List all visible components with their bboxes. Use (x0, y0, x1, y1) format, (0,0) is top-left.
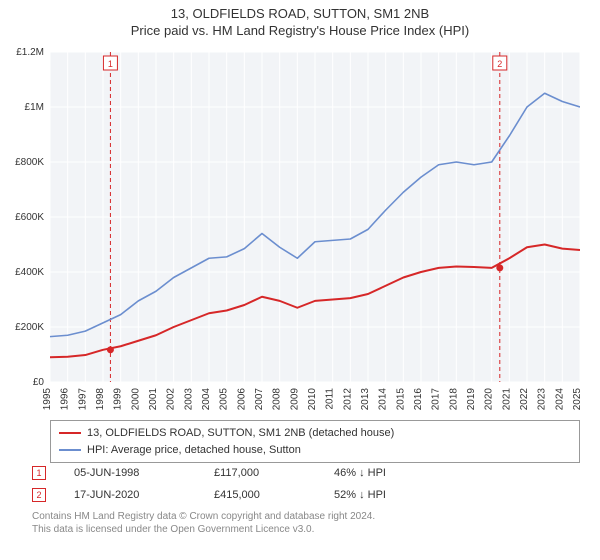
svg-text:2005: 2005 (219, 388, 230, 411)
chart: 12£0£200K£400K£600K£800K£1M£1.2M19951996… (50, 44, 580, 374)
title-main: 13, OLDFIELDS ROAD, SUTTON, SM1 2NB (0, 6, 600, 21)
tx-date: 05-JUN-1998 (74, 467, 214, 479)
legend-label-property: 13, OLDFIELDS ROAD, SUTTON, SM1 2NB (det… (87, 425, 394, 442)
svg-text:2001: 2001 (148, 388, 159, 411)
svg-text:2011: 2011 (325, 388, 336, 410)
svg-text:£200K: £200K (15, 322, 44, 333)
svg-text:2016: 2016 (413, 388, 424, 411)
svg-text:2009: 2009 (289, 388, 300, 411)
tx-price: £415,000 (214, 489, 334, 501)
svg-text:£400K: £400K (15, 267, 44, 278)
tx-date: 17-JUN-2020 (74, 489, 214, 501)
svg-text:2020: 2020 (484, 388, 495, 411)
tx-price: £117,000 (214, 467, 334, 479)
table-row: 2 17-JUN-2020 £415,000 52% ↓ HPI (32, 484, 580, 506)
svg-text:2024: 2024 (554, 388, 565, 411)
transaction-table: 1 05-JUN-1998 £117,000 46% ↓ HPI 2 17-JU… (32, 462, 580, 506)
legend-row: HPI: Average price, detached house, Sutt… (59, 442, 571, 459)
svg-text:2012: 2012 (342, 388, 353, 411)
chart-svg: 1 2 £0 £200K £400K £600K £800K £1M £1.2M 1995 1996… (6, 44, 580, 414)
table-row: 1 05-JUN-1998 £117,000 46% ↓ HPI (32, 462, 580, 484)
svg-text:2019: 2019 (466, 388, 477, 411)
svg-text:2014: 2014 (378, 388, 389, 411)
footer-line1: Contains HM Land Registry data © Crown c… (32, 510, 580, 523)
legend-swatch-property (59, 432, 81, 434)
footer-line2: This data is licensed under the Open Gov… (32, 523, 580, 536)
svg-text:£600K: £600K (15, 212, 44, 223)
svg-text:1998: 1998 (95, 388, 106, 411)
svg-text:2017: 2017 (431, 388, 442, 411)
svg-text:2015: 2015 (395, 388, 406, 411)
tx-rel: 52% ↓ HPI (334, 489, 454, 501)
footer: Contains HM Land Registry data © Crown c… (32, 510, 580, 536)
svg-text:2008: 2008 (272, 388, 283, 411)
svg-text:1997: 1997 (77, 388, 88, 411)
tx-marker-2: 2 (32, 488, 46, 502)
svg-text:1: 1 (108, 59, 113, 69)
svg-text:2003: 2003 (183, 388, 194, 411)
root: 13, OLDFIELDS ROAD, SUTTON, SM1 2NB Pric… (0, 0, 600, 560)
svg-text:2025: 2025 (572, 388, 580, 411)
svg-text:2002: 2002 (166, 388, 177, 411)
svg-text:1995: 1995 (42, 388, 53, 411)
title-block: 13, OLDFIELDS ROAD, SUTTON, SM1 2NB Pric… (0, 0, 600, 38)
legend-swatch-hpi (59, 449, 81, 451)
svg-text:2006: 2006 (236, 388, 247, 411)
legend: 13, OLDFIELDS ROAD, SUTTON, SM1 2NB (det… (50, 420, 580, 463)
svg-text:1996: 1996 (60, 388, 71, 411)
svg-text:2000: 2000 (130, 388, 141, 411)
tx-marker-1: 1 (32, 466, 46, 480)
svg-text:£0: £0 (33, 377, 45, 388)
legend-row: 13, OLDFIELDS ROAD, SUTTON, SM1 2NB (det… (59, 425, 571, 442)
svg-text:2022: 2022 (519, 388, 530, 411)
svg-text:2023: 2023 (537, 388, 548, 411)
svg-text:2: 2 (497, 59, 502, 69)
svg-text:2010: 2010 (307, 388, 318, 411)
svg-text:£800K: £800K (15, 157, 44, 168)
svg-text:2013: 2013 (360, 388, 371, 411)
svg-text:1999: 1999 (113, 388, 124, 411)
svg-text:£1.2M: £1.2M (16, 47, 44, 58)
svg-text:2004: 2004 (201, 388, 212, 411)
title-sub: Price paid vs. HM Land Registry's House … (0, 23, 600, 38)
svg-text:2018: 2018 (448, 388, 459, 411)
tx-rel: 46% ↓ HPI (334, 467, 454, 479)
legend-label-hpi: HPI: Average price, detached house, Sutt… (87, 442, 301, 459)
svg-text:£1M: £1M (25, 102, 44, 113)
svg-text:2021: 2021 (501, 388, 512, 411)
svg-text:2007: 2007 (254, 388, 265, 411)
